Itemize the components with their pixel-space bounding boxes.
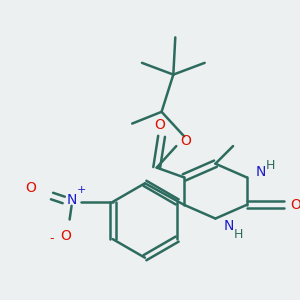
- Text: H: H: [234, 228, 244, 241]
- Text: H: H: [266, 159, 275, 172]
- Text: O: O: [290, 198, 300, 212]
- Text: +: +: [77, 185, 86, 195]
- Text: O: O: [181, 134, 191, 148]
- Text: O: O: [60, 229, 71, 243]
- Text: O: O: [25, 181, 36, 195]
- Text: -: -: [50, 232, 54, 244]
- Text: O: O: [154, 118, 165, 131]
- Text: N: N: [66, 193, 77, 207]
- Text: N: N: [255, 164, 266, 178]
- Text: N: N: [224, 219, 234, 233]
